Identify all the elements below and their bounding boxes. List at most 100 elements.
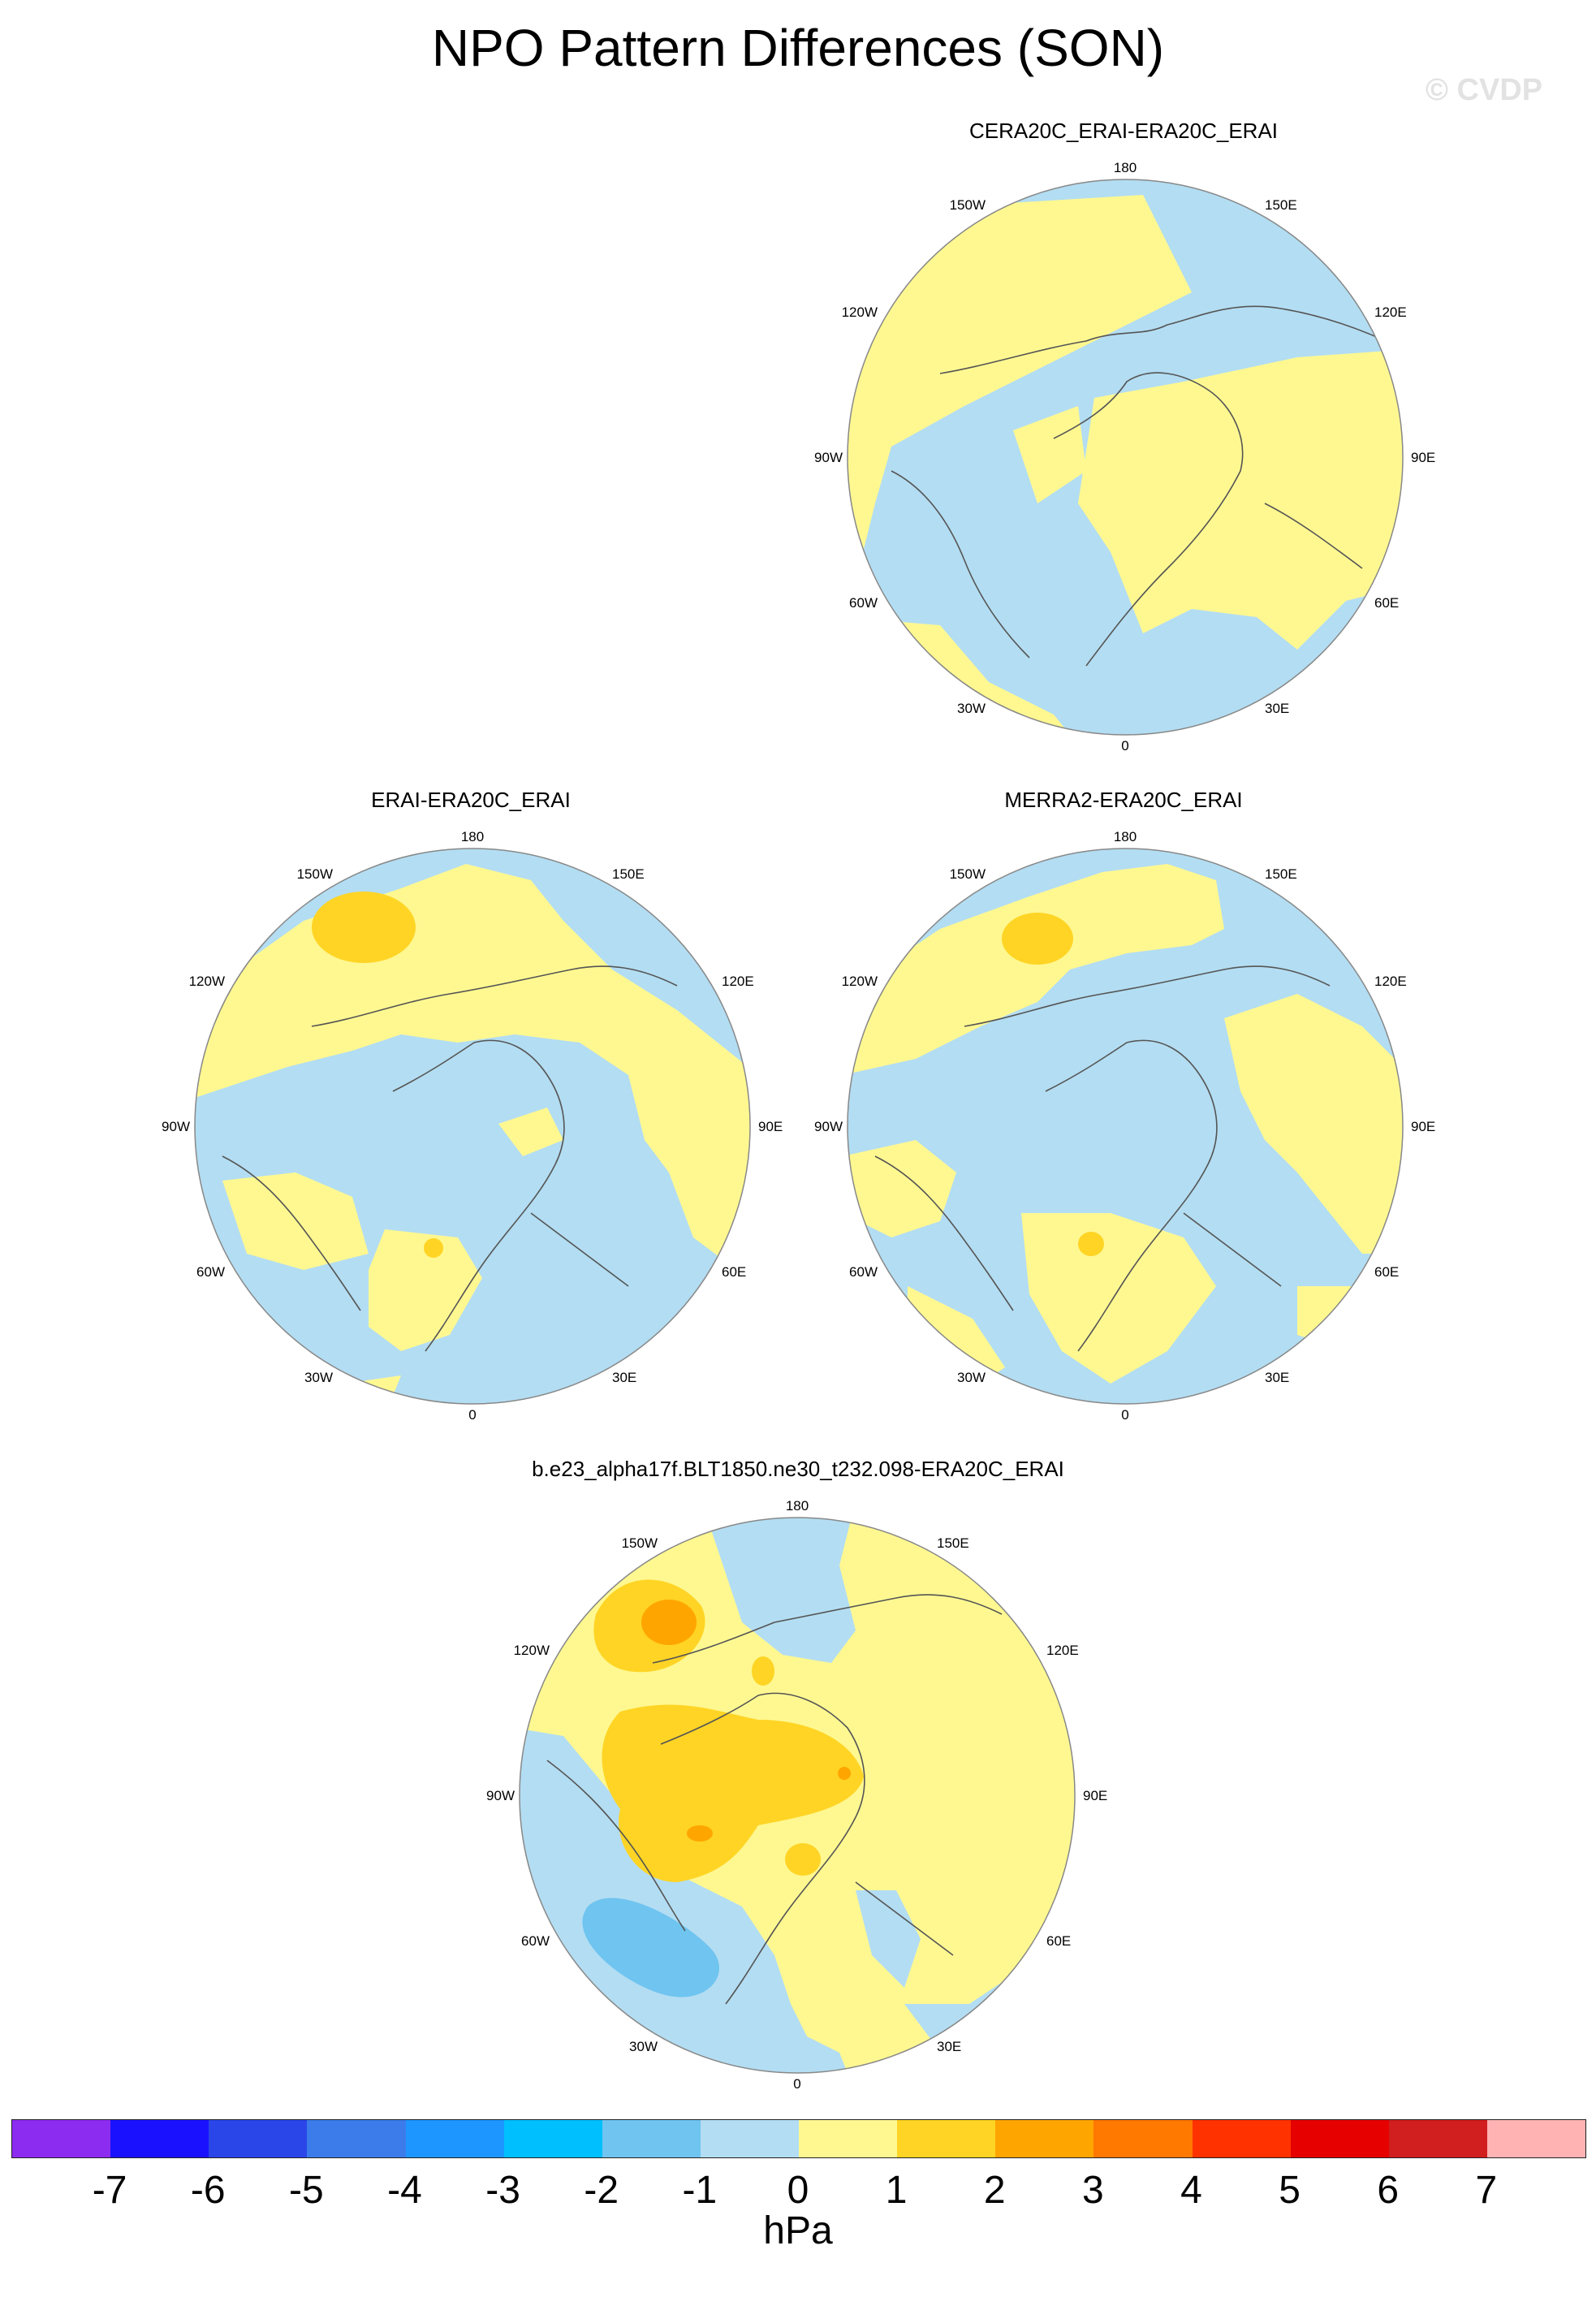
panel-title-cesm: b.e23_alpha17f.BLT1850.ne30_t232.098-ERA… [532,1457,1064,1481]
colorbar-tick-label: -6 [190,2169,226,2212]
lon-label-150w: 150W [297,866,333,882]
lon-label-30w: 30W [957,701,986,716]
positive-region [1224,994,1403,1254]
lon-label-90e: 90E [758,1119,783,1134]
colorbar-tick-label: 2 [983,2169,1006,2212]
coastlines [874,965,1331,1352]
positive-3-region [838,1767,851,1780]
colorbar-swatch [503,2120,602,2157]
colorbar-tick-label: 4 [1180,2169,1202,2212]
polar-map-erai: 180 150E 120E 90E 60E 30E 0 30W 60W 90W … [162,829,783,1423]
positive-region [498,1108,563,1156]
colorbar-swatch [1192,2120,1291,2157]
colorbar-swatch [700,2120,799,2157]
map-rim [194,848,751,1405]
colorbar-swatch [602,2120,701,2157]
colorbar-swatch [897,2120,996,2157]
lon-label-30e: 30E [612,1370,636,1385]
lon-label-120e: 120E [1374,974,1407,989]
colorbar-swatch [12,2120,111,2157]
lon-label-90w: 90W [814,450,843,465]
lon-label-60w: 60W [849,595,878,611]
positive-2-region [752,1656,774,1686]
coastlines [891,305,1403,667]
panel-title-erai: ERAI-ERA20C_ERAI [371,788,571,812]
lon-label-150e: 150E [612,866,645,882]
lon-label-120w: 120W [842,974,878,989]
lon-label-90e: 90E [1083,1788,1107,1803]
map-rim [519,1517,1076,2074]
lon-label-150w: 150W [950,197,986,213]
coastlines [222,965,678,1352]
lon-label-60w: 60W [521,1933,550,1949]
negative-2-region [582,1898,719,1997]
lon-label-60e: 60E [722,1264,746,1280]
lon-label-0: 0 [468,1407,476,1423]
colorbar-tick-label: -2 [584,2169,619,2212]
positive-2-region [785,1843,821,1876]
positive-2-region [1078,1232,1104,1256]
colorbar-tick-label: -1 [682,2169,718,2212]
colorbar-swatch [1388,2120,1487,2157]
lon-label-150e: 150E [1265,866,1297,882]
lon-label-0: 0 [1121,738,1128,754]
colorbar-tick-label: 5 [1279,2169,1301,2212]
cvdp-watermark: © CVDP [1426,73,1543,107]
lon-label-180: 180 [1114,160,1137,175]
lon-label-120w: 120W [189,974,225,989]
coastlines [546,1594,1003,2005]
lon-label-30w: 30W [957,1370,986,1385]
colorbar-units: hPa [763,2209,833,2252]
positive-region [1021,1213,1216,1384]
lon-label-120e: 120E [722,974,754,989]
positive-region [1297,1286,1362,1351]
map-rim [847,179,1404,736]
lon-label-90w: 90W [162,1119,190,1134]
lon-label-120w: 120W [842,304,878,320]
lon-label-30w: 30W [304,1370,333,1385]
colorbar-tick-label: 1 [885,2169,908,2212]
lon-label-30e: 30E [1265,1370,1289,1385]
lon-label-120e: 120E [1374,304,1407,320]
lon-label-0: 0 [1121,1407,1128,1423]
lon-label-30e: 30E [937,2039,961,2054]
colorbar-tick-label: -3 [485,2169,520,2212]
colorbar-tick-label: 7 [1475,2169,1498,2212]
colorbar-tick-label: -5 [289,2169,324,2212]
lon-label-60e: 60E [1374,595,1399,611]
negative-region [856,1890,921,1988]
colorbar-swatch [209,2120,308,2157]
figure-title: NPO Pattern Differences (SON) [431,19,1165,77]
lon-label-120w: 120W [514,1643,550,1658]
colorbar-swatch [110,2120,209,2157]
lon-label-30e: 30E [1265,701,1289,716]
colorbar-swatch [1486,2120,1585,2157]
colorbar-swatch [995,2120,1094,2157]
colorbar-tick-label: -4 [387,2169,422,2212]
lon-label-90w: 90W [814,1119,843,1134]
positive-3-region [641,1600,697,1645]
lon-label-90e: 90E [1411,450,1435,465]
panel-title-cera20c: CERA20C_ERAI-ERA20C_ERAI [968,119,1279,143]
lon-label-150e: 150E [1265,197,1297,213]
positive-region [195,864,750,1286]
positive-region [344,1375,401,1404]
lon-label-150w: 150W [622,1535,658,1551]
positive-region [848,179,1192,568]
lon-label-90e: 90E [1411,1119,1435,1134]
panel-title-merra2: MERRA2-ERA20C_ERAI [1004,788,1243,812]
lon-label-180: 180 [461,829,484,844]
positive-region [848,864,1224,1075]
lon-label-60e: 60E [1374,1264,1399,1280]
positive-2-region [602,1704,864,1882]
colorbar-swatch [307,2120,406,2157]
lon-label-180: 180 [1114,829,1137,844]
colorbar-tick-label: 3 [1082,2169,1104,2212]
positive-region [848,1140,956,1237]
positive-2-region [312,892,416,963]
polar-map-cesm: 180 150E 120E 90E 60E 30E 0 30W 60W 90W … [486,1498,1107,2092]
colorbar-swatch [799,2120,898,2157]
lon-label-60w: 60W [196,1264,225,1280]
lon-label-180: 180 [786,1498,809,1514]
polar-map-cera20c: 180 150E 120E 90E 60E 30E 0 30W 60W 90W … [814,160,1435,754]
